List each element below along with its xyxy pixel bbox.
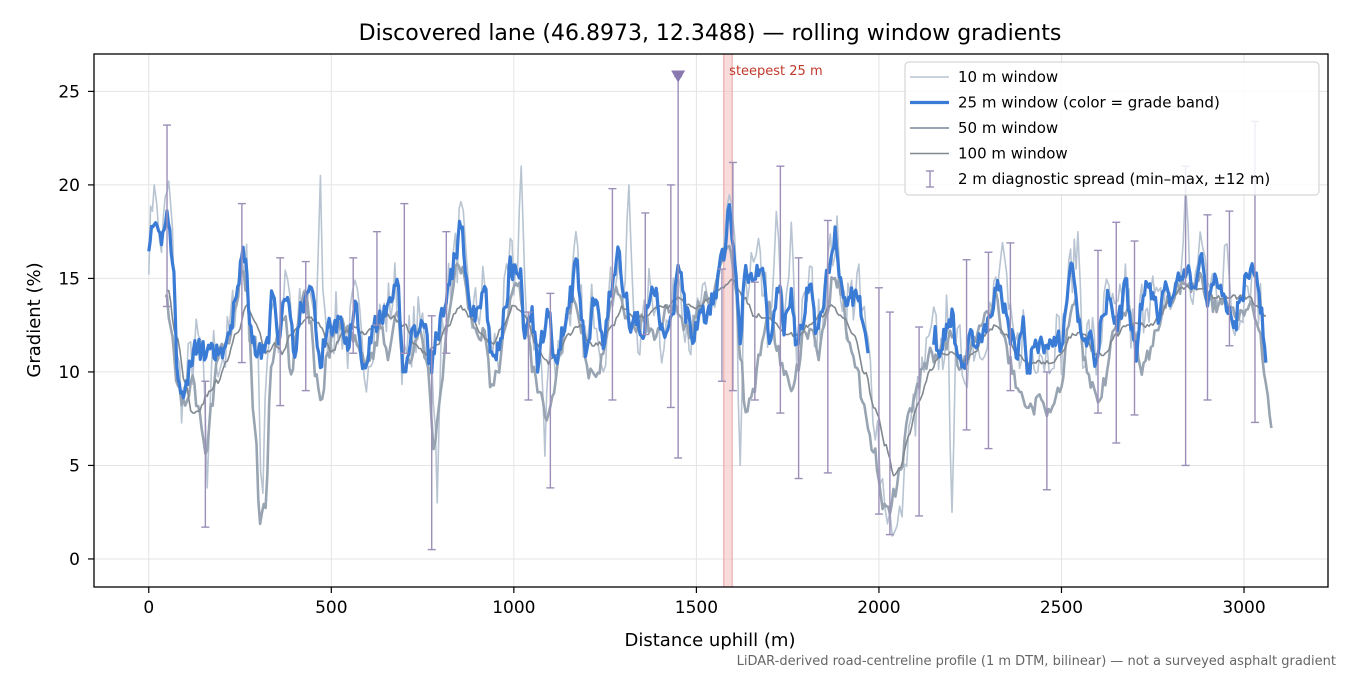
- steepest-segment-band: [723, 53, 733, 588]
- x-tick-label: 0: [143, 598, 154, 618]
- error-bar: [372, 230, 381, 326]
- error-bar: [794, 257, 803, 480]
- y-tick-label: 15: [58, 269, 80, 289]
- peak-marker: [671, 70, 686, 83]
- series-10m-line: [148, 165, 1267, 537]
- series-10m: [148, 165, 1267, 537]
- legend: 10 m window 25 m window (color = grade ba…: [904, 61, 1320, 196]
- error-bar: [1130, 240, 1139, 416]
- footnote: LiDAR-derived road-centreline profile (1…: [737, 654, 1336, 669]
- error-bar: [641, 212, 650, 336]
- error-bar: [885, 311, 894, 536]
- x-tick-label: 2000: [857, 598, 900, 618]
- error-bar: [301, 260, 310, 392]
- error-bar: [349, 257, 358, 354]
- error-bar: [1203, 214, 1212, 401]
- error-bar: [201, 380, 210, 528]
- series-25m-line: [932, 251, 1268, 375]
- error-bar: [1042, 371, 1051, 491]
- error-bar: [442, 230, 451, 354]
- x-axis-ticks: 0 500 1000 1500 2000 2500 3000: [143, 587, 1266, 618]
- error-bar: [237, 202, 246, 364]
- series-100m: [166, 278, 1266, 477]
- legend-label: 100 m window: [958, 145, 1068, 163]
- error-bar: [400, 202, 409, 354]
- error-bar: [666, 184, 675, 409]
- series-25m-line: [147, 203, 870, 400]
- legend-item: 10 m window: [910, 68, 1058, 86]
- error-bar: [1181, 165, 1190, 467]
- plot-frame: [93, 53, 1329, 588]
- legend-item: 100 m window: [910, 145, 1068, 163]
- y-tick-label: 20: [58, 176, 80, 196]
- legend-label: 50 m window: [958, 119, 1058, 137]
- error-bar: [915, 326, 924, 517]
- legend-item: 50 m window: [910, 119, 1058, 137]
- error-bar: [1112, 221, 1121, 444]
- y-tick-label: 25: [58, 82, 80, 102]
- error-bar: [1093, 249, 1102, 414]
- error-bar: [1006, 242, 1015, 392]
- error-bar: [962, 259, 971, 431]
- error-bar: [728, 161, 737, 392]
- error-bar: [823, 219, 832, 474]
- error-bar: [776, 165, 785, 414]
- x-tick-label: 2500: [1040, 598, 1083, 618]
- error-bar: [674, 75, 683, 459]
- error-bar: [524, 311, 533, 401]
- error-bar: [984, 251, 993, 450]
- y-tick-label: 10: [58, 363, 80, 383]
- chart-title: Discovered lane (46.8973, 12.3488) — rol…: [359, 21, 1062, 46]
- series-100m-line: [166, 278, 1266, 477]
- steepest-annotation: steepest 25 m: [729, 64, 822, 79]
- legend-item: 25 m window (color = grade band): [910, 94, 1220, 112]
- legend-label: 2 m diagnostic spread (min–max, ±12 m): [958, 170, 1270, 188]
- error-bars: [163, 75, 1259, 551]
- error-bar: [717, 268, 726, 382]
- x-tick-label: 500: [315, 598, 347, 618]
- y-tick-label: 5: [69, 456, 80, 476]
- series-25m: [147, 203, 1268, 400]
- error-bar: [608, 187, 617, 401]
- x-tick-label: 1500: [675, 598, 718, 618]
- error-bar: [427, 315, 436, 551]
- x-tick-label: 1000: [492, 598, 535, 618]
- error-bar: [874, 287, 883, 515]
- error-bar: [276, 257, 285, 407]
- legend-label: 10 m window: [958, 68, 1058, 86]
- y-axis-ticks: 0 5 10 15 20 25: [58, 82, 94, 570]
- y-tick-label: 0: [69, 550, 80, 570]
- legend-label: 25 m window (color = grade band): [958, 94, 1220, 112]
- error-bar: [750, 281, 759, 401]
- y-axis-label: Gradient (%): [24, 262, 45, 377]
- legend-item: 2 m diagnostic spread (min–max, ±12 m): [926, 170, 1270, 188]
- x-axis-label: Distance uphill (m): [625, 630, 796, 651]
- error-bar: [163, 124, 172, 308]
- legend-box: [904, 61, 1320, 196]
- x-tick-label: 3000: [1222, 598, 1265, 618]
- error-bar: [1225, 210, 1234, 347]
- error-bar: [546, 292, 555, 489]
